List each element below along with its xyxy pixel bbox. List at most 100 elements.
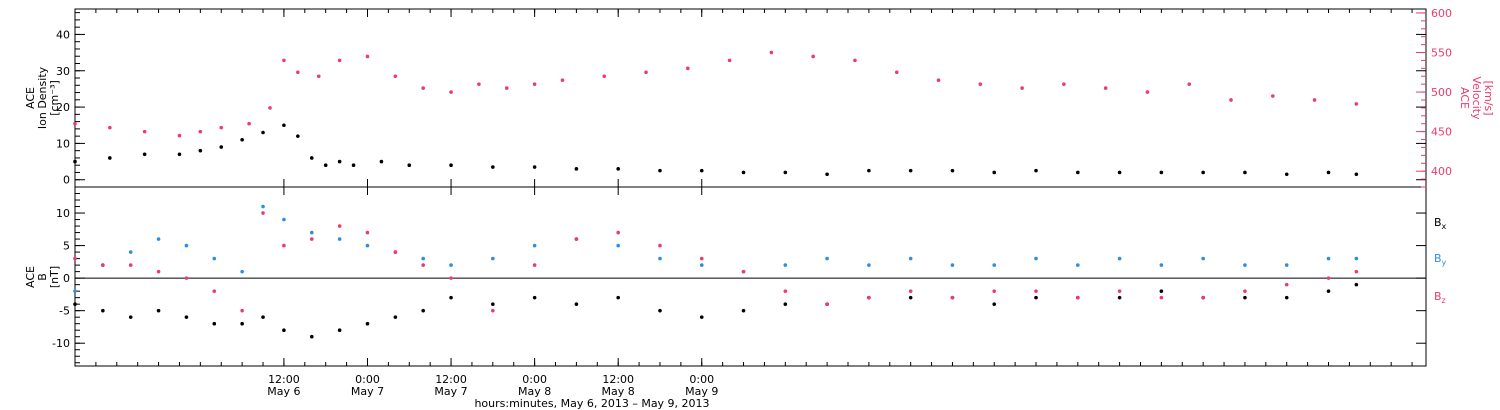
density-point — [337, 159, 342, 164]
date-tick-label: May 8 — [518, 385, 551, 398]
velocity-tick-label: 500 — [1431, 86, 1452, 99]
bx-point — [184, 315, 189, 319]
bx-point — [1034, 295, 1038, 300]
velocity-point — [686, 66, 690, 71]
by-point — [699, 263, 704, 267]
b-field-tick-label: 5 — [63, 240, 70, 253]
by-point — [616, 243, 620, 248]
by-point — [658, 256, 662, 261]
velocity-point — [1020, 86, 1024, 90]
time-tick-label: 0:00 — [355, 373, 380, 386]
by-point — [421, 256, 425, 261]
by-point — [825, 256, 829, 261]
density-point — [198, 148, 203, 153]
bz-point — [365, 230, 370, 235]
density-axis: 0 10 20 30 40 — [56, 12, 1426, 188]
legend-by: By — [1434, 252, 1447, 267]
bx-point — [240, 321, 244, 326]
time-tick-label: 12:00 — [602, 373, 634, 386]
density-tick-label: 20 — [56, 101, 70, 114]
bz-point — [393, 250, 398, 254]
bz-point — [128, 263, 133, 267]
by-point — [1201, 256, 1205, 261]
velocity-point — [769, 50, 774, 55]
bz-point — [240, 308, 244, 313]
velocity-point — [978, 82, 983, 86]
density-point — [1117, 170, 1122, 175]
bz-point — [1326, 276, 1331, 280]
density-point — [219, 145, 224, 149]
bz-point — [337, 224, 342, 228]
density-point — [1159, 170, 1164, 175]
bz-point — [992, 289, 997, 293]
bx-point — [908, 295, 913, 300]
legend-bz-sub: z — [1442, 296, 1446, 305]
bx-point — [532, 295, 537, 300]
b-axis-title-line2: B — [36, 273, 49, 281]
bx-point — [309, 334, 314, 339]
density-axis-title-line2: Ion Density — [36, 66, 49, 129]
legend-bx-main: B — [1434, 216, 1442, 229]
date-tick-label: May 8 — [602, 385, 635, 398]
density-point — [1284, 172, 1289, 177]
velocity-axis: 400 450 500 550 600 — [1416, 7, 1452, 188]
density-point — [1034, 168, 1038, 173]
velocity-point — [560, 78, 565, 82]
by-point — [365, 243, 370, 248]
density-point — [532, 165, 537, 169]
date-tick-label: May 9 — [685, 385, 718, 398]
by-point — [261, 204, 265, 209]
by-point — [1076, 263, 1080, 267]
velocity-tick-label: 600 — [1431, 7, 1452, 20]
velocity-point — [296, 70, 300, 75]
density-point — [1326, 170, 1331, 175]
bz-point — [574, 237, 579, 241]
by-point — [282, 217, 286, 222]
density-point — [1076, 170, 1080, 175]
b-field-tick-label: 10 — [56, 207, 70, 220]
bz-point — [1076, 295, 1080, 300]
velocity-point — [504, 86, 509, 90]
bx-point — [73, 302, 77, 306]
velocity-point — [198, 129, 203, 134]
density-tick-label: 0 — [63, 174, 70, 187]
bx-point — [128, 315, 133, 319]
density-point — [351, 163, 356, 168]
density-point — [296, 134, 300, 138]
by-point — [1117, 256, 1122, 261]
velocity-point — [393, 74, 398, 79]
bz-point — [825, 302, 829, 306]
bz-point — [309, 237, 314, 241]
bx-point — [699, 315, 704, 319]
by-point — [309, 230, 314, 235]
bz-point — [1201, 295, 1205, 300]
velocity-point — [177, 133, 182, 138]
velocity-axis-title-line1: ACE — [1458, 87, 1471, 109]
velocity-point — [1312, 98, 1317, 102]
density-point — [1201, 170, 1205, 175]
bz-point — [867, 295, 871, 300]
velocity-point — [449, 90, 453, 94]
date-tick-label: May 7 — [351, 385, 384, 398]
b-axis-title-line3: [nT] — [48, 266, 61, 288]
density-tick-label: 10 — [56, 137, 70, 150]
top-panel-series — [73, 50, 1359, 177]
bx-point — [101, 308, 105, 313]
velocity-point — [727, 58, 732, 63]
velocity-point — [1103, 86, 1108, 90]
date-tick-label: May 6 — [267, 385, 300, 398]
by-point — [1034, 256, 1038, 261]
density-point — [491, 165, 495, 169]
legend-bz-main: B — [1434, 290, 1442, 303]
bz-point — [699, 256, 704, 261]
by-point — [992, 263, 997, 267]
density-point — [950, 168, 955, 173]
by-point — [212, 256, 217, 261]
density-point — [867, 168, 871, 173]
legend-by-sub: y — [1442, 258, 1447, 267]
velocity-point — [316, 74, 321, 79]
bz-point — [212, 289, 217, 293]
bz-point — [1117, 289, 1122, 293]
